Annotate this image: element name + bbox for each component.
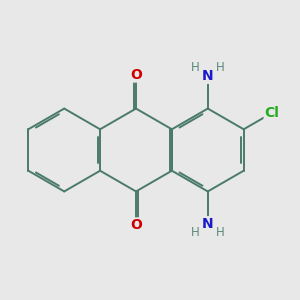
Text: O: O [130, 218, 142, 233]
Text: Cl: Cl [264, 106, 279, 120]
Text: N: N [202, 69, 214, 83]
Text: N: N [202, 217, 214, 231]
Text: H: H [216, 61, 225, 74]
Text: O: O [130, 68, 142, 82]
Text: H: H [191, 61, 200, 74]
Text: H: H [216, 226, 225, 238]
Text: H: H [191, 226, 200, 238]
